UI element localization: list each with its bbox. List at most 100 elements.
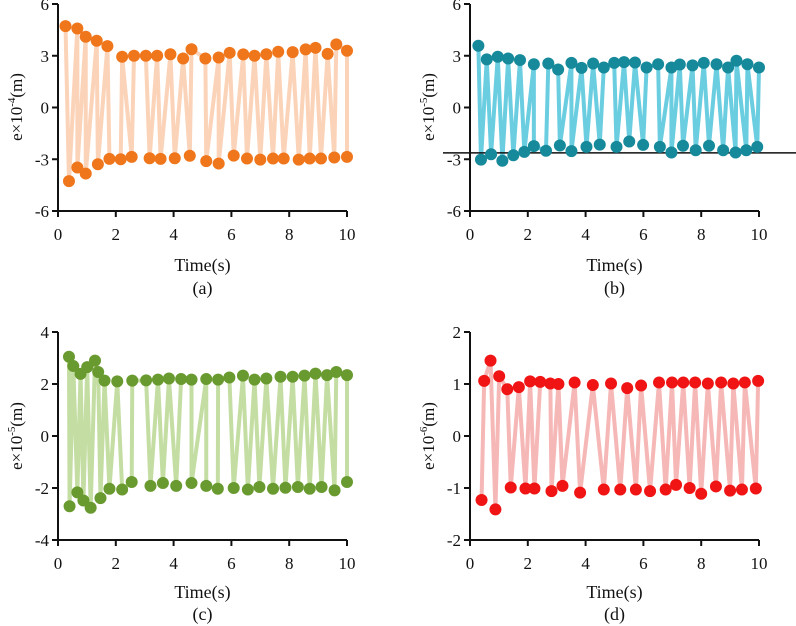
data-point-lower [683,482,696,494]
data-point-upper [71,22,84,35]
series-line [63,26,349,184]
x-tick-label: 4 [169,554,178,573]
data-point-upper [752,374,765,387]
data-point-lower [724,484,737,497]
data-point-lower [565,145,578,158]
data-point-lower [735,483,748,496]
y-tick-label: -2 [35,479,49,498]
y-tick-label: -3 [35,150,49,169]
data-point-upper [286,370,299,383]
data-point-lower [91,158,104,171]
x-tick-label: 2 [112,554,121,573]
data-point-lower [540,144,553,157]
y-axis-title-exponent: -6 [418,426,430,436]
data-point-lower [496,154,509,167]
data-point-upper [321,47,334,60]
data-point-lower [227,149,240,162]
data-point-lower [695,487,708,500]
data-point-lower [580,140,593,153]
chart-panel-a: -6 -3 0 3 6 0 2 4 6 8 10 Time(s)(a) e×10-4(m) [6,0,356,299]
data-point-lower [211,482,224,495]
y-tick-label: -4 [35,531,50,550]
data-point-upper [484,354,497,367]
data-point-lower [629,483,642,496]
data-point-lower [200,479,213,492]
data-point-lower [644,485,657,498]
data-point-lower [277,152,290,165]
data-point-lower [103,482,116,495]
data-point-lower [77,494,90,507]
data-point-upper [741,58,754,71]
data-point-upper [542,57,555,70]
data-point-upper [341,44,353,57]
data-point-lower [303,152,316,165]
data-point-lower [291,480,304,493]
x-tick-label: 8 [285,554,294,573]
data-point-lower [144,479,157,492]
data-point-upper [330,38,343,51]
data-point-lower [518,145,531,158]
data-point-lower [504,481,517,494]
data-point-upper [151,373,164,386]
y-axis-title-unit: (m) [7,73,26,98]
data-point-upper [472,39,485,52]
data-point-upper [608,56,621,69]
x-tick-label: 4 [169,225,178,244]
data-point-lower [593,138,606,151]
data-point-lower [227,482,240,494]
data-point-lower [610,140,623,153]
x-tick-label: 10 [339,225,356,244]
data-point-upper [552,63,565,76]
x-axis-title: Time(s) [174,582,230,603]
data-point-lower [507,149,520,162]
data-point-upper [248,49,261,62]
data-point-upper [605,377,618,390]
data-point-lower [729,146,742,159]
data-point-upper [128,49,141,62]
data-point-lower [703,139,716,152]
data-point-upper [524,375,537,388]
data-point-lower [474,153,487,166]
data-point-lower [528,482,541,495]
data-point-lower [156,477,169,490]
data-point-upper [79,30,92,43]
y-axis-title-base: e×10 [7,107,26,141]
data-point-upper [753,61,765,74]
data-point-upper [587,57,600,70]
data-point-upper [248,373,261,386]
data-point-upper [101,40,114,53]
data-point-upper [478,374,491,387]
data-point-upper [618,56,631,69]
data-point-lower [254,153,267,166]
x-tick-label: 6 [639,554,648,573]
y-axis-title: e×10-6(m) [418,402,438,470]
data-point-lower [545,485,558,498]
data-point-lower [292,153,305,166]
data-point-lower [125,476,138,489]
data-point-lower [253,480,266,493]
x-tick-label: 8 [697,225,706,244]
x-tick-label: 8 [285,225,294,244]
y-tick-label: 0 [41,99,50,118]
data-point-upper [710,58,723,71]
data-point-upper [491,50,504,63]
data-point-upper [727,377,740,390]
data-point-lower [328,151,341,164]
x-axis-title: Time(s) [586,582,642,603]
data-point-lower [740,144,753,157]
data-point-lower [212,157,225,170]
data-point-upper [715,376,728,389]
y-tick-label: -2 [447,531,461,550]
panel-label: (a) [193,278,213,299]
data-point-upper [677,376,690,389]
y-axis-title-unit: (m) [419,402,438,427]
y-axis-title-base: e×10 [419,436,438,470]
data-point-upper [151,49,164,62]
y-axis-title-unit: (m) [419,73,438,98]
x-tick-label: 4 [581,554,590,573]
data-point-upper [565,56,578,69]
data-point-upper [701,377,714,390]
data-point-upper [629,56,642,69]
data-point-lower [717,144,730,157]
